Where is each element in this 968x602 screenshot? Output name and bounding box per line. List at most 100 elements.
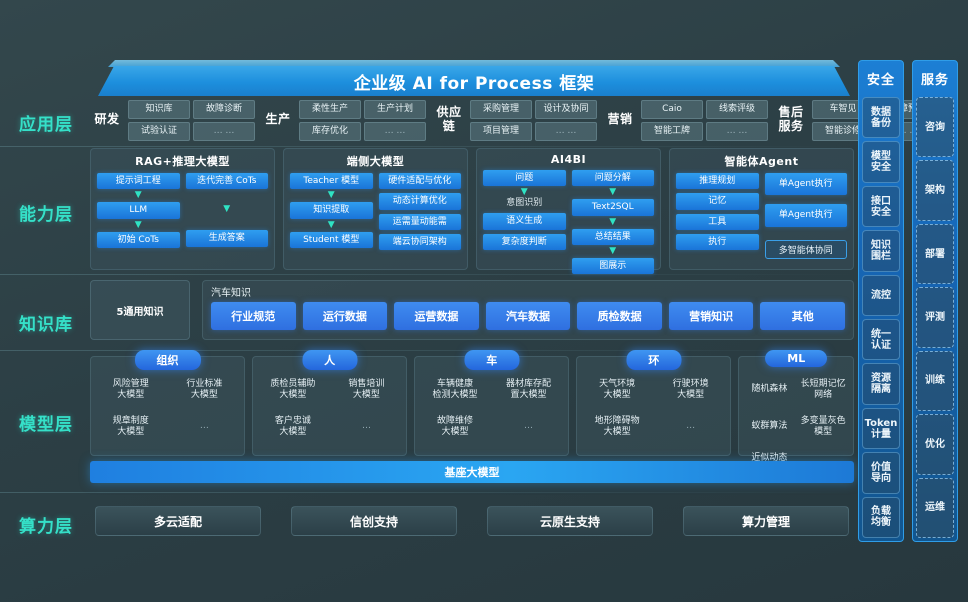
application-tile[interactable]: 柔性生产 — [299, 99, 361, 119]
model-item[interactable]: 多变量灰色 模型 — [800, 415, 846, 437]
application-tile[interactable]: 智能工牌 — [641, 121, 703, 141]
rail-item-security[interactable]: Token 计量 — [862, 407, 900, 450]
model-group-pill[interactable]: 人 — [302, 350, 358, 370]
knowledge-tag[interactable]: 运行数据 — [302, 302, 388, 330]
application-tile[interactable]: 采购管理 — [470, 99, 532, 119]
capability-node[interactable]: 单Agent执行 — [764, 173, 847, 196]
model-item[interactable]: 销售培训 大模型 — [348, 378, 385, 400]
rail-item-security[interactable]: 流控 — [862, 274, 900, 317]
knowledge-tag[interactable]: 行业规范 — [211, 302, 296, 330]
model-group-pill[interactable]: ML — [765, 350, 828, 367]
model-item[interactable]: 规章制度 大模型 — [112, 415, 149, 437]
capability-node[interactable]: 意图识别 — [506, 198, 543, 209]
model-item[interactable]: 蚁群算法 — [751, 421, 788, 432]
capability-node[interactable]: LLM — [97, 202, 180, 219]
knowledge-tag[interactable]: 质检数据 — [577, 302, 662, 330]
compute-item[interactable]: 信创支持 — [291, 506, 457, 536]
application-tile[interactable]: 库存优化 — [299, 121, 361, 141]
application-tile[interactable]: 试验认证 — [128, 121, 190, 141]
knowledge-general-box[interactable]: 5通用知识 — [90, 280, 190, 340]
capability-node[interactable]: 问题 — [483, 170, 566, 187]
application-tile[interactable]: 项目管理 — [470, 121, 532, 141]
capability-node[interactable]: 语义生成 — [483, 213, 566, 230]
rail-item-service[interactable]: 训练 — [916, 350, 954, 412]
application-tile[interactable]: 知识库 — [128, 99, 190, 119]
application-tile[interactable]: … … — [535, 121, 597, 141]
capability-card-body: 提示词工程 ▼ LLM ▼ 初始 CoTs 迭代完善 CoTs ▼ 生成答案 — [97, 173, 268, 265]
capability-node[interactable]: 运需量动能需 — [378, 213, 461, 231]
capability-node[interactable]: 动态计算优化 — [378, 193, 461, 210]
application-tile[interactable]: 生产计划 — [364, 99, 426, 119]
model-group-pill[interactable]: 环 — [626, 350, 682, 370]
compute-item[interactable]: 算力管理 — [683, 506, 849, 536]
rail-item-service[interactable]: 评测 — [916, 287, 954, 348]
model-item[interactable]: 地形障碍物 大模型 — [594, 415, 640, 437]
model-item[interactable]: … — [361, 421, 371, 432]
application-tile[interactable]: … … — [364, 121, 426, 141]
capability-node[interactable]: 推理规划 — [676, 173, 759, 190]
model-item[interactable]: 随机森林 — [751, 384, 788, 395]
knowledge-tag[interactable]: 其他 — [760, 302, 846, 330]
rail-item-security[interactable]: 接口 安全 — [862, 185, 900, 228]
compute-item[interactable]: 多云适配 — [95, 506, 261, 536]
rail-item-service[interactable]: 运维 — [916, 477, 954, 538]
rail-item-security[interactable]: 价值 导向 — [862, 452, 900, 494]
model-item[interactable]: 车辆健康 检测大模型 — [432, 378, 478, 400]
rail-item-security[interactable]: 负载 均衡 — [862, 496, 900, 539]
capability-node[interactable]: 端云协同架构 — [378, 234, 461, 251]
model-item[interactable]: 器材库存配 置大模型 — [506, 378, 552, 400]
knowledge-tag[interactable]: 营销知识 — [668, 302, 754, 330]
rail-item-security[interactable]: 资源 隔离 — [862, 363, 900, 405]
rail-item-service[interactable]: 架构 — [916, 160, 954, 221]
application-tile[interactable]: 故障诊断 — [193, 99, 255, 119]
application-tile[interactable]: 线索评级 — [706, 99, 768, 119]
capability-node[interactable]: Student 模型 — [290, 231, 373, 249]
model-group-pill[interactable]: 组织 — [134, 350, 201, 370]
model-item[interactable]: 质检员辅助 大模型 — [270, 378, 316, 400]
capability-node[interactable]: 硬件适配与优化 — [378, 173, 461, 190]
model-item[interactable]: … — [686, 421, 696, 432]
model-item[interactable]: 风险管理 大模型 — [112, 378, 149, 400]
arrow-down-icon: ▼ — [134, 219, 142, 230]
model-item[interactable]: 天气环境 大模型 — [599, 378, 636, 400]
application-tile[interactable]: … … — [193, 121, 255, 141]
capability-node[interactable]: 复杂度判断 — [483, 233, 566, 250]
capability-node[interactable]: 知识提取 — [290, 202, 373, 219]
model-item[interactable]: 客户忠诚 大模型 — [274, 415, 311, 437]
capability-node[interactable]: 迭代完善 CoTs — [185, 173, 268, 190]
rail-item-service[interactable]: 部署 — [916, 223, 954, 285]
knowledge-tag[interactable]: 汽车数据 — [485, 302, 571, 330]
model-item[interactable]: 行驶环境 大模型 — [672, 378, 709, 400]
model-item[interactable]: 长短期记忆 网络 — [800, 378, 846, 400]
model-item[interactable]: … — [524, 421, 534, 432]
knowledge-tag[interactable]: 运营数据 — [394, 302, 479, 330]
capability-node[interactable]: 执行 — [676, 234, 759, 251]
rail-item-security[interactable]: 统一 认证 — [862, 319, 900, 361]
application-tile[interactable]: … … — [706, 121, 768, 141]
model-item[interactable]: … — [199, 421, 209, 432]
rail-item-security[interactable]: 模型 安全 — [862, 141, 900, 183]
capability-node[interactable]: 记忆 — [676, 193, 759, 210]
capability-node[interactable]: Text2SQL — [571, 199, 654, 216]
capability-node[interactable]: 工具 — [676, 213, 759, 231]
capability-node[interactable]: 单Agent执行 — [764, 204, 847, 227]
rail-item-service[interactable]: 咨询 — [916, 97, 954, 158]
capability-node[interactable]: Teacher 模型 — [290, 173, 373, 190]
application-tile[interactable]: 设计及协同 — [535, 99, 597, 119]
rail-item-security[interactable]: 知识 围栏 — [862, 230, 900, 272]
capability-node[interactable]: 提示词工程 — [97, 173, 180, 190]
rail-item-service[interactable]: 优化 — [916, 414, 954, 475]
model-group-pill[interactable]: 车 — [464, 350, 520, 370]
layer-divider — [0, 350, 856, 351]
rail-item-security[interactable]: 数据 备份 — [862, 97, 900, 139]
capability-node[interactable]: 生成答案 — [185, 230, 268, 247]
capability-node[interactable]: 初始 CoTs — [97, 231, 180, 249]
model-item[interactable]: 故障维修 大模型 — [436, 415, 473, 437]
capability-node[interactable]: 问题分解 — [571, 170, 654, 187]
application-tile[interactable]: Caio — [641, 99, 703, 119]
capability-node[interactable]: 图展示 — [571, 258, 654, 275]
model-item[interactable]: 行业标准 大模型 — [186, 378, 223, 400]
capability-node[interactable]: 总结结果 — [571, 228, 654, 246]
compute-item[interactable]: 云原生支持 — [487, 506, 653, 536]
knowledge-auto-panel: 汽车知识 行业规范 运行数据 运营数据 汽车数据 质检数据 营销知识 其他 — [202, 280, 854, 340]
